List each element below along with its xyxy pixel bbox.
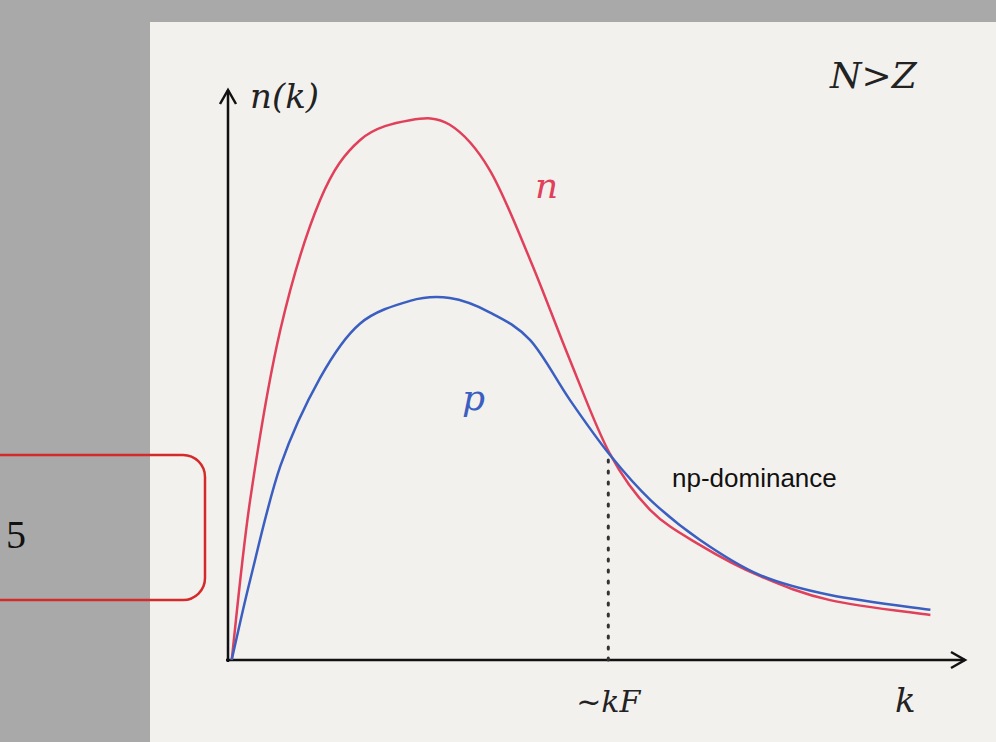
plot-area [232,118,931,660]
x-axis [226,659,965,662]
y-axis-title: n(k) [250,76,319,116]
chart: n(k) k n p N>Z np-dominance ~kF 5 [0,0,996,742]
curve-n [232,118,931,660]
y-arrow [220,90,236,104]
condition-label: N>Z [829,55,918,96]
curve-p [232,297,931,660]
kf-marker [607,455,610,660]
x-arrow [951,652,965,668]
y-axis [227,90,230,662]
series-label: p [462,377,485,418]
x-axis-title: k [895,680,916,720]
label-bg [669,462,840,494]
kf-label: ~kF [576,684,641,719]
margin-note: 5 [6,512,26,557]
highlight-box [0,455,205,600]
paper [150,22,996,742]
series-label: n [535,165,558,206]
annotation: np-dominance [672,463,837,493]
